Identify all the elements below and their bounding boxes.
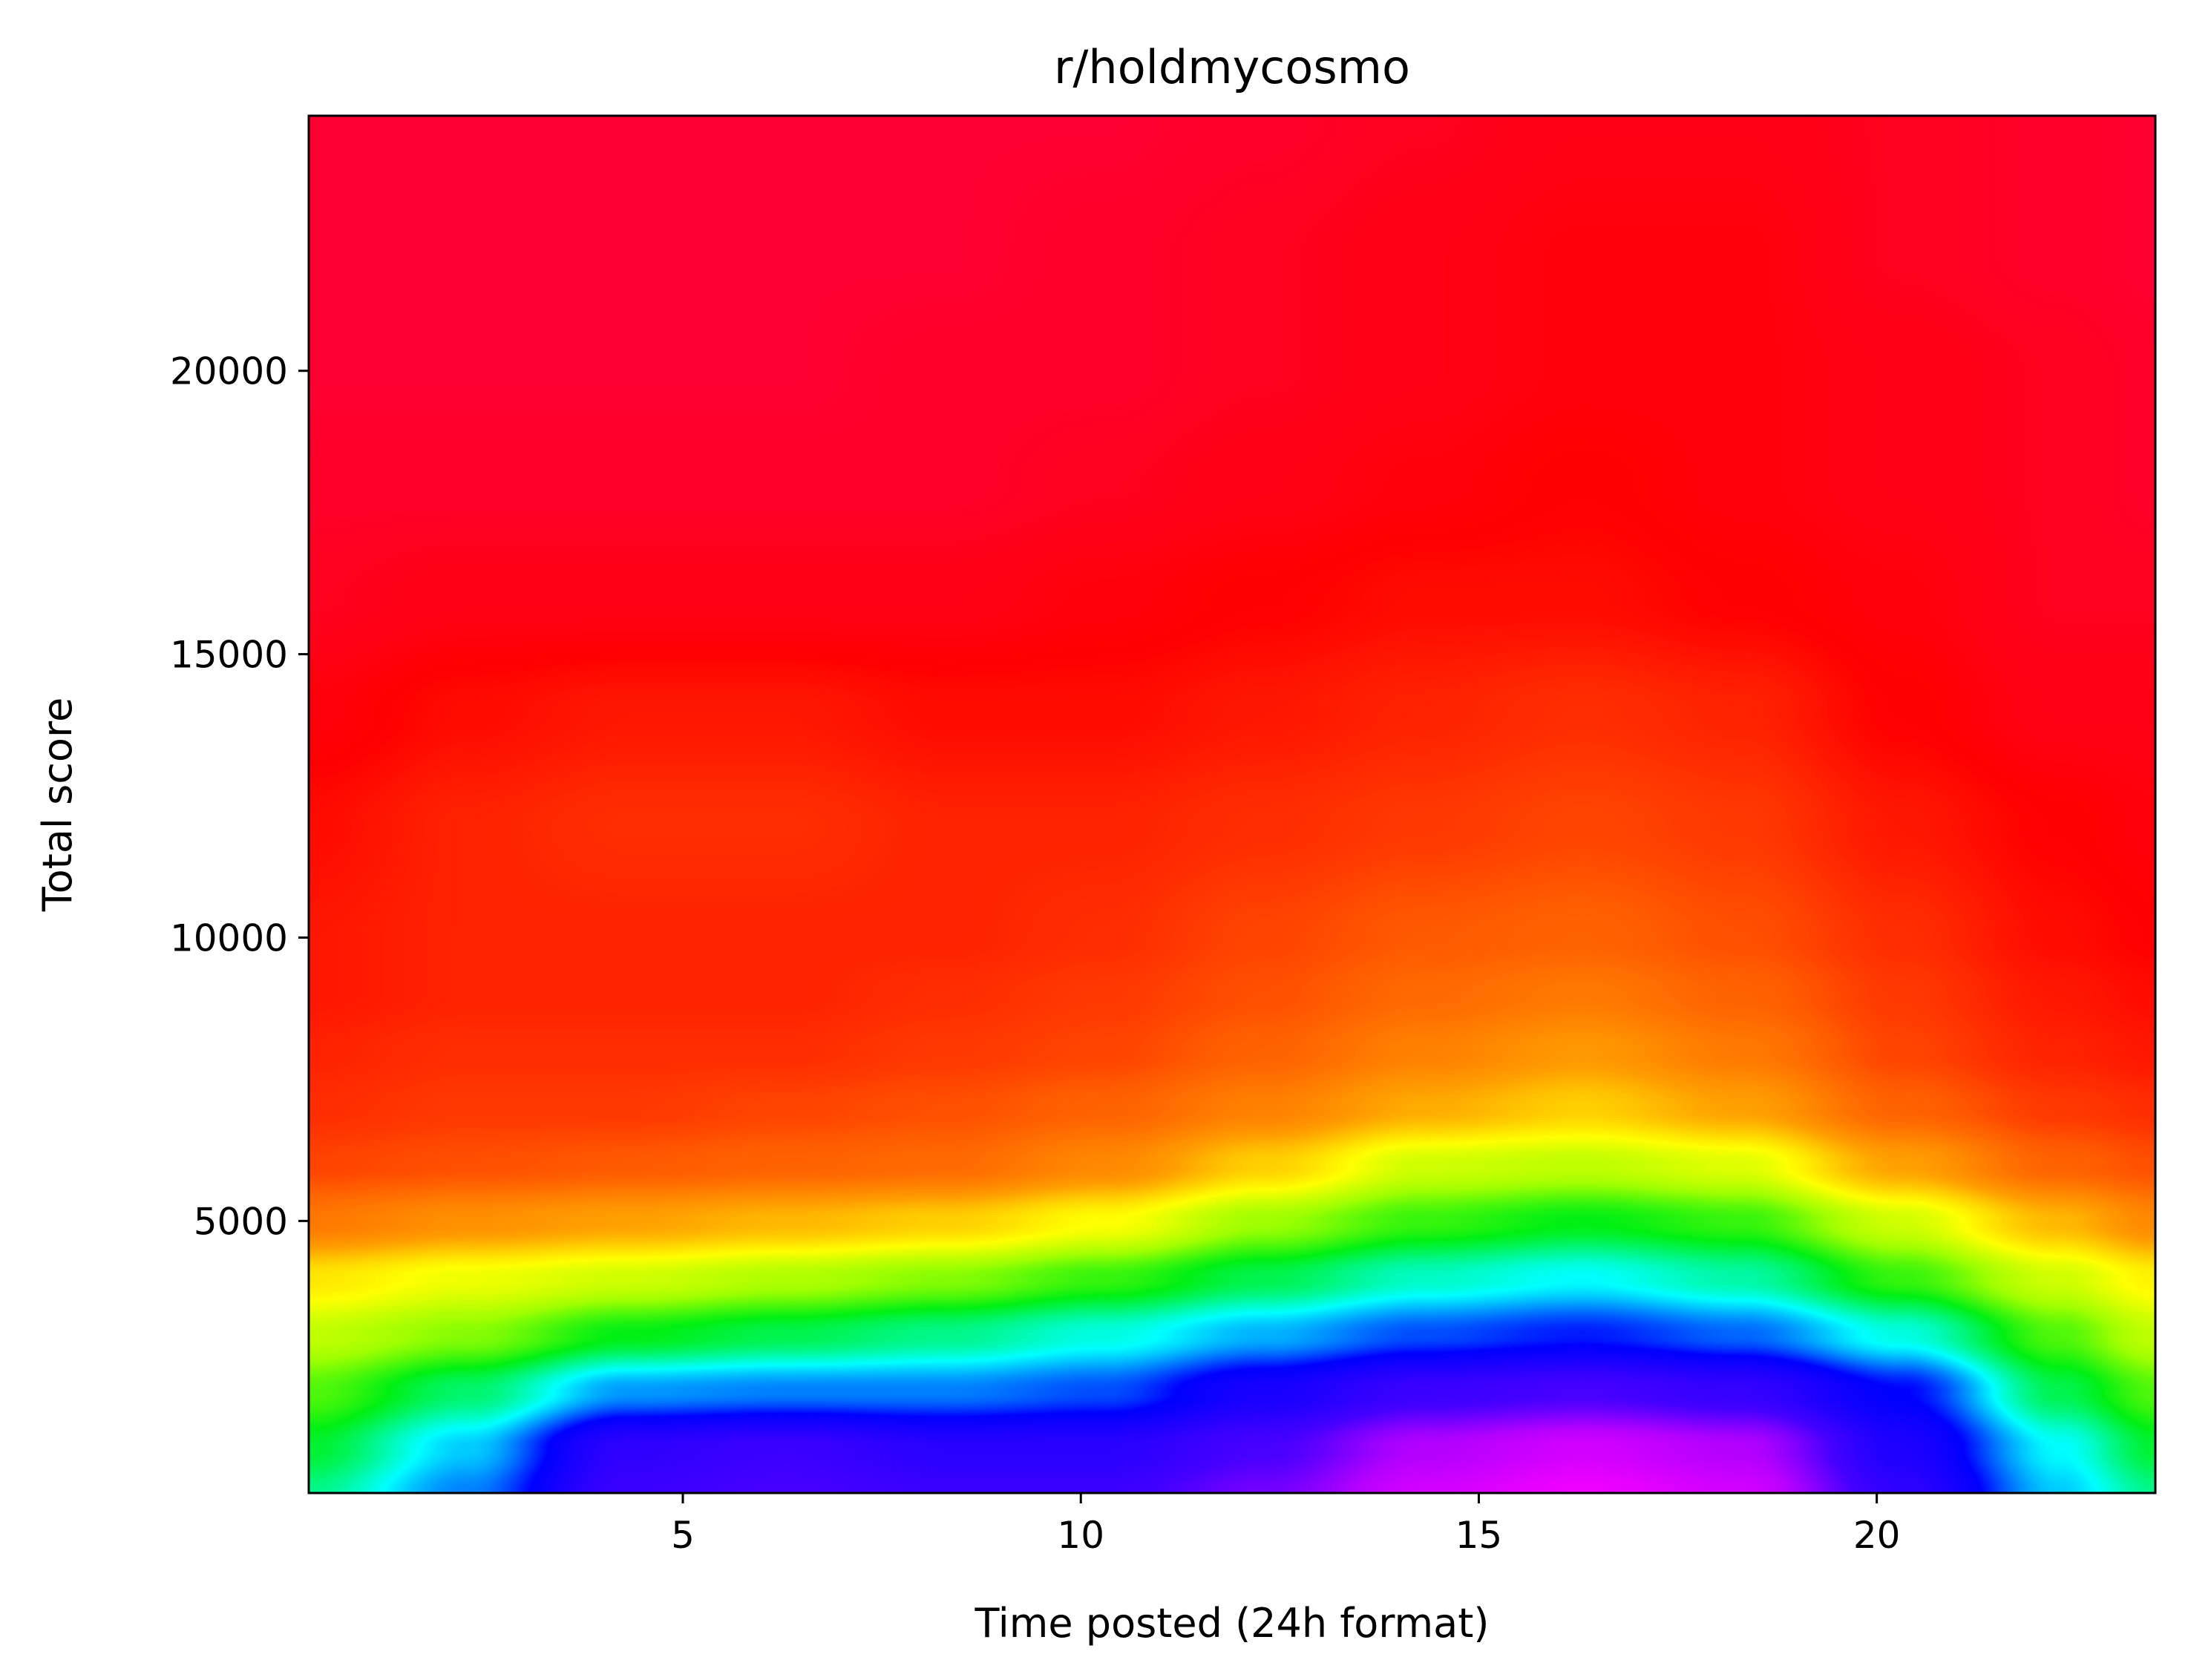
chart-title: r/holdmycosmo: [1054, 40, 1410, 94]
y-axis-ticks: 5000 10000 15000 20000: [170, 350, 309, 1243]
x-tick-label: 15: [1455, 1514, 1503, 1557]
heatmap-surface: [309, 116, 2155, 1493]
y-tick-label: 5000: [194, 1200, 288, 1243]
x-tick-label: 10: [1057, 1514, 1104, 1557]
x-tick-label: 20: [1853, 1514, 1901, 1557]
y-axis-label: Total score: [34, 698, 81, 912]
x-tick-label: 5: [671, 1514, 695, 1557]
x-axis-label: Time posted (24h format): [974, 1600, 1489, 1647]
x-axis-ticks: 5 10 15 20: [671, 1493, 1900, 1557]
y-tick-label: 15000: [170, 634, 288, 677]
plot-frame: [307, 114, 2157, 1494]
y-tick-label: 20000: [170, 350, 288, 393]
plot-area: [307, 114, 2157, 1494]
y-tick-label: 10000: [170, 916, 288, 959]
